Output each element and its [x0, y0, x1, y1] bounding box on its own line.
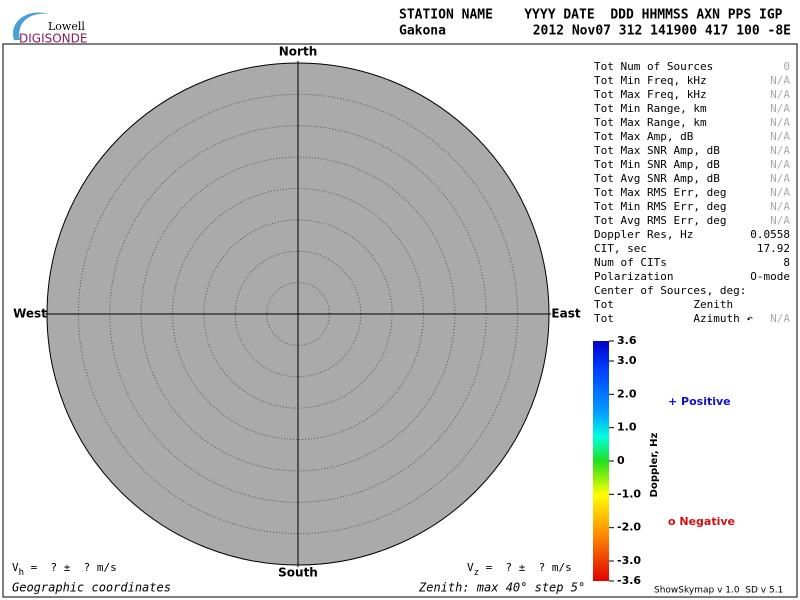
stat-label: Tot Max Freq, kHz	[594, 88, 707, 101]
header-values: 2012 Nov07 312 141900 417 100 -8E	[533, 24, 791, 39]
frame	[2, 43, 798, 598]
colorbar-tick-label: -3.0	[617, 554, 641, 567]
south-label: South	[278, 566, 318, 580]
legend-positive: + Positive	[668, 395, 731, 408]
stat-value: N/A	[770, 312, 790, 325]
east-label: East	[551, 307, 580, 321]
logo-swoosh	[12, 12, 48, 40]
colorbar-tick-label: 3.0	[617, 354, 637, 367]
stat-value: N/A	[770, 172, 790, 185]
stat-label: Tot Avg RMS Err, deg	[594, 214, 726, 227]
vh-label: Vh = ? ± ? m/s	[12, 561, 117, 578]
stat-value: 8	[783, 256, 790, 269]
stat-label: Tot Azimuth ↶	[594, 312, 753, 325]
colorbar	[593, 341, 609, 581]
stat-value: N/A	[770, 116, 790, 129]
colorbar-tick-label: -1.0	[617, 487, 641, 500]
stat-label: Doppler Res, Hz	[594, 228, 693, 241]
stat-value: N/A	[770, 88, 790, 101]
colorbar-tick-label: 3.6	[617, 334, 637, 347]
colorbar-tick-label: -3.6	[617, 574, 641, 587]
stat-label: Tot Max Amp, dB	[594, 130, 694, 143]
stats-list: Tot Num of Sources 0 Tot Min Freq, kHz N/A T…	[594, 60, 790, 325]
colorbar-tick-label: -2.0	[617, 521, 641, 534]
colorbar-tick-label: 2.0	[617, 387, 637, 400]
vz-text: = ? ± ? m/s	[479, 561, 572, 574]
vz-symbol: V	[467, 561, 474, 574]
vh-text: = ? ± ? m/s	[24, 561, 117, 574]
vz-sub: z	[474, 568, 479, 578]
colorbar-tick-label: 0	[617, 454, 625, 467]
zenith-note: Zenith: max 40° step 5°	[418, 581, 585, 595]
stat-label: Tot Max RMS Err, deg	[594, 186, 726, 199]
coordinates-note: Geographic coordinates	[12, 581, 171, 595]
colorbar-ticks: 3.6 3.0 2.0 1.0 0 -1.0 -2.0 -3.0 -3.6	[609, 334, 641, 587]
stat-value: N/A	[770, 130, 790, 143]
stat-label: Tot Max Range, km	[594, 116, 707, 129]
header-labels: STATION NAME YYYY DATE DDD HHMMSS AXN PP…	[399, 8, 783, 23]
vz-label: Vz = ? ± ? m/s	[467, 561, 572, 578]
west-label: West	[13, 307, 47, 321]
stat-value: 17.92	[757, 242, 790, 255]
stat-value: N/A	[770, 200, 790, 213]
skymap-dial	[45, 61, 551, 567]
logo-bottom: DIGISONDE	[19, 32, 87, 46]
stat-label: Tot Min RMS Err, deg	[594, 200, 726, 213]
vh-symbol: V	[12, 561, 19, 574]
stat-label: CIT, sec	[594, 242, 647, 255]
stat-value: N/A	[770, 186, 790, 199]
stat-label: Tot Zenith	[594, 298, 733, 311]
logo-top: Lowell	[48, 20, 85, 33]
stat-value: N/A	[770, 74, 790, 87]
vh-sub: h	[19, 568, 24, 578]
stat-label: Center of Sources, deg:	[594, 284, 746, 297]
stat-value: N/A	[770, 144, 790, 157]
stat-label: Tot Min Range, km	[594, 102, 707, 115]
version-note: ShowSkymap v 1.0 SD v 5.1	[654, 586, 783, 596]
stat-label: Tot Max SNR Amp, dB	[594, 144, 720, 157]
colorbar-label: Doppler, Hz	[649, 433, 660, 498]
station-name: Gakona	[399, 24, 446, 39]
stat-label: Tot Min SNR Amp, dB	[594, 158, 720, 171]
legend-negative: o Negative	[668, 515, 735, 528]
stat-label: Tot Min Freq, kHz	[594, 74, 707, 87]
stat-value: O-mode	[750, 270, 790, 283]
stat-label: Num of CITs	[594, 256, 667, 269]
stat-value: N/A	[770, 214, 790, 227]
stat-label: Tot Num of Sources	[594, 60, 713, 73]
stat-label: Polarization	[594, 270, 673, 283]
north-label: North	[279, 45, 317, 59]
stat-value: N/A	[770, 102, 790, 115]
stat-label: Tot Avg SNR Amp, dB	[594, 172, 720, 185]
stat-value: 0.0558	[750, 228, 790, 241]
stat-value: N/A	[770, 158, 790, 171]
colorbar-tick-label: 1.0	[617, 421, 637, 434]
stat-value: 0	[783, 60, 790, 73]
